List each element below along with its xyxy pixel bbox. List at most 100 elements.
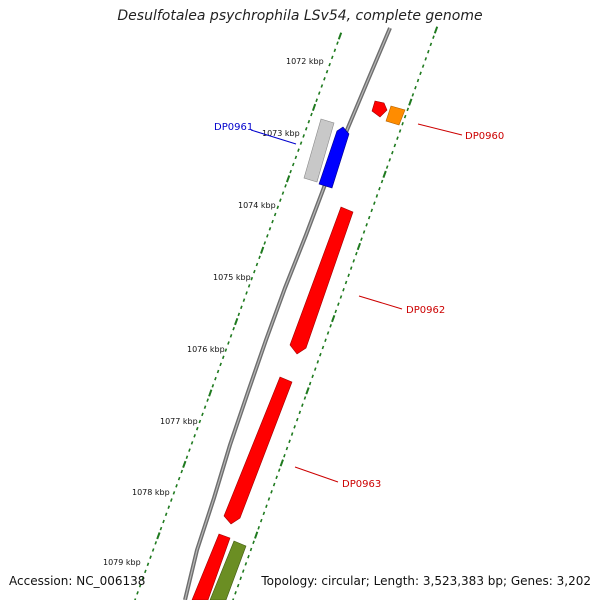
minor-tick <box>283 453 286 458</box>
minor-tick <box>310 112 313 117</box>
minor-tick <box>229 334 233 338</box>
minor-tick <box>321 345 325 350</box>
minor-tick <box>344 280 348 285</box>
minor-tick <box>188 448 191 452</box>
minor-tick <box>329 324 332 328</box>
minor-tick <box>146 562 150 567</box>
minor-tick <box>291 162 295 167</box>
minor-tick <box>136 591 139 595</box>
major-tick <box>254 531 259 539</box>
minor-tick <box>414 85 417 90</box>
minor-tick <box>429 42 433 47</box>
minor-tick <box>258 255 261 260</box>
minor-tick <box>419 71 422 76</box>
gene-label-dp0960[interactable]: DP0960 <box>465 131 504 142</box>
minor-tick <box>317 91 321 95</box>
minor-tick <box>211 384 215 388</box>
minor-tick <box>285 446 289 451</box>
minor-tick <box>432 35 435 39</box>
major-tick <box>182 460 187 468</box>
minor-tick <box>273 212 277 217</box>
minor-tick <box>265 504 268 508</box>
minor-tick <box>275 475 278 480</box>
minor-tick <box>403 114 407 119</box>
minor-tick <box>138 583 142 588</box>
major-tick <box>311 103 317 112</box>
minor-tick <box>319 352 322 357</box>
minor-tick <box>360 237 363 241</box>
minor-tick <box>370 208 374 213</box>
minor-tick <box>401 122 404 126</box>
minor-tick <box>276 205 280 210</box>
minor-tick <box>244 562 248 566</box>
genes <box>191 100 406 600</box>
minor-tick <box>175 484 178 488</box>
minor-tick <box>342 287 345 292</box>
minor-tick <box>154 541 158 545</box>
label-leaders <box>250 123 463 483</box>
leader-dp0963 <box>294 466 339 483</box>
minor-tick <box>375 194 379 198</box>
major-tick <box>356 242 362 251</box>
minor-tick <box>355 251 358 256</box>
gene-label-dp0962[interactable]: DP0962 <box>406 305 445 316</box>
minor-tick <box>227 341 230 345</box>
minor-tick <box>141 576 145 581</box>
genome-backbone <box>183 27 392 600</box>
minor-tick <box>195 426 199 431</box>
minor-tick <box>206 398 209 402</box>
gene-dp0962[interactable] <box>289 206 354 355</box>
major-tick <box>382 170 387 178</box>
minor-tick <box>294 155 298 160</box>
gene-dp0963[interactable] <box>223 376 293 525</box>
minor-tick <box>237 312 241 317</box>
minor-tick <box>299 141 303 145</box>
minor-tick <box>216 369 220 374</box>
scale-ticks-right <box>232 26 439 600</box>
gene-grey[interactable] <box>303 118 335 183</box>
gene-dp0960[interactable] <box>371 100 388 118</box>
minor-tick <box>185 455 189 459</box>
minor-tick <box>324 338 327 343</box>
minor-tick <box>313 367 317 371</box>
minor-tick <box>416 78 420 83</box>
minor-tick <box>281 191 285 195</box>
minor-tick <box>198 419 202 424</box>
minor-tick <box>337 302 340 306</box>
minor-tick <box>326 331 330 335</box>
minor-tick <box>406 107 410 112</box>
minor-tick <box>214 376 217 381</box>
minor-tick <box>297 148 300 152</box>
minor-tick <box>170 498 173 502</box>
minor-tick <box>221 355 225 360</box>
minor-tick <box>272 482 276 487</box>
scale-label: 1077 kbp <box>160 417 198 426</box>
minor-tick <box>259 518 263 523</box>
leader-dp0961 <box>250 129 297 145</box>
minor-tick <box>271 219 274 224</box>
minor-tick <box>255 262 259 267</box>
minor-tick <box>190 441 194 445</box>
gene-label-dp0961[interactable]: DP0961 <box>214 122 253 133</box>
minor-tick <box>328 62 331 67</box>
minor-tick <box>224 348 228 352</box>
minor-tick <box>339 295 343 299</box>
gene-bottom-olive[interactable] <box>209 540 247 600</box>
minor-tick <box>268 227 272 231</box>
major-tick <box>260 246 265 254</box>
minor-tick <box>303 396 307 400</box>
minor-tick <box>180 469 184 474</box>
gene-dp0961[interactable] <box>318 126 350 189</box>
minor-tick <box>232 598 235 600</box>
minor-tick <box>266 234 269 238</box>
minor-tick <box>288 439 291 444</box>
gene-orange[interactable] <box>385 105 406 126</box>
major-tick <box>305 387 310 395</box>
minor-tick <box>201 412 204 417</box>
gene-bottom-red[interactable] <box>191 533 231 600</box>
leader-dp0960 <box>417 123 463 136</box>
scale-label: 1079 kbp <box>103 558 141 567</box>
gene-label-dp0963[interactable]: DP0963 <box>342 479 381 490</box>
scale-label: 1078 kbp <box>132 488 170 497</box>
